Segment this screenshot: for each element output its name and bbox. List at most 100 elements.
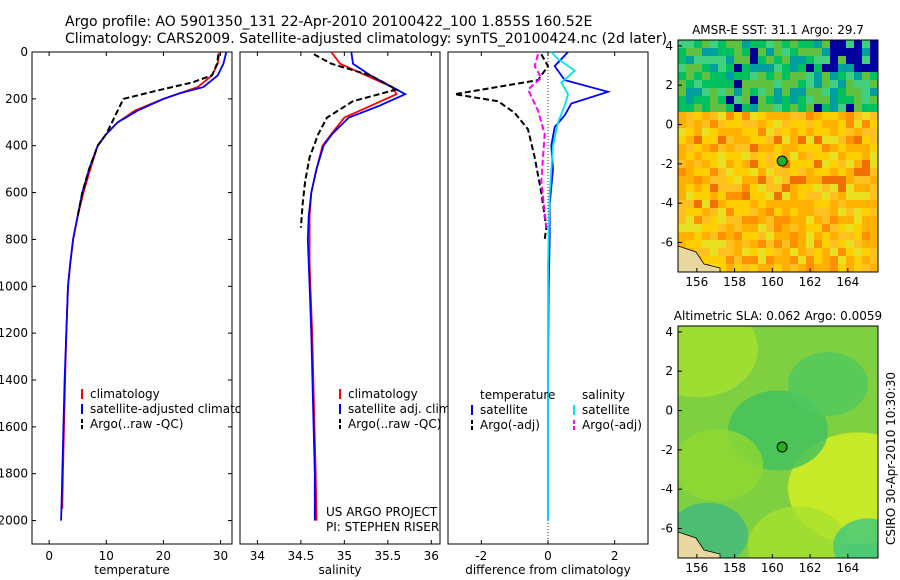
map-cell xyxy=(822,144,831,153)
map-cell xyxy=(678,208,687,217)
map-cell xyxy=(830,136,839,145)
x-tick-label: 156 xyxy=(685,561,708,575)
map-frame xyxy=(677,325,879,559)
map-cell xyxy=(830,128,839,137)
map-cell xyxy=(814,248,823,257)
map-cell xyxy=(798,80,807,89)
map-cell xyxy=(774,224,783,233)
map-cell xyxy=(686,200,695,209)
y-tick-label: 1200 xyxy=(0,326,28,340)
map-cell xyxy=(702,152,711,161)
map-cell xyxy=(742,72,751,81)
map-cell xyxy=(758,176,767,185)
map-cell xyxy=(742,240,751,249)
map-cell xyxy=(790,256,799,265)
map-cell xyxy=(774,128,783,137)
map-cell xyxy=(806,88,815,97)
map-cell xyxy=(790,160,799,169)
map-cell xyxy=(838,160,847,169)
map-cell xyxy=(854,152,863,161)
map-cell xyxy=(822,96,831,105)
map-cell xyxy=(814,128,823,137)
map-cell xyxy=(822,88,831,97)
map-cell xyxy=(686,64,695,73)
map-cell xyxy=(718,112,727,121)
map-cell xyxy=(782,40,791,49)
map-cell xyxy=(702,104,711,113)
map-cell xyxy=(742,120,751,129)
map-cell xyxy=(710,136,719,145)
map-cell xyxy=(718,128,727,137)
map-cell xyxy=(806,152,815,161)
map-cell xyxy=(702,144,711,153)
map-cell xyxy=(718,232,727,241)
map-cell xyxy=(702,184,711,193)
map-cell xyxy=(846,168,855,177)
map-cell xyxy=(678,176,687,185)
map-cell xyxy=(758,48,767,57)
map-cell xyxy=(758,152,767,161)
map-cell xyxy=(798,168,807,177)
map-cell xyxy=(870,256,878,265)
map-cell xyxy=(686,232,695,241)
map-cell xyxy=(814,80,823,89)
map-cell xyxy=(806,56,815,65)
map-cell xyxy=(718,40,727,49)
y-tick-label: 600 xyxy=(5,186,28,200)
map-cell xyxy=(678,88,687,97)
map-cell xyxy=(814,208,823,217)
map-cell xyxy=(870,56,878,65)
map-cell xyxy=(862,200,871,209)
map-cell xyxy=(862,168,871,177)
x-tick-label: 2 xyxy=(611,549,619,563)
map-cell xyxy=(766,232,775,241)
map-cell xyxy=(838,56,847,65)
map-cell xyxy=(742,160,751,169)
map-cell xyxy=(838,40,847,49)
map-cell xyxy=(686,160,695,169)
map-cell xyxy=(734,192,743,201)
map-cell xyxy=(710,208,719,217)
map-cell xyxy=(838,144,847,153)
map-cell xyxy=(830,232,839,241)
map-cell xyxy=(726,152,735,161)
map-cell xyxy=(726,256,735,265)
map-cell xyxy=(774,96,783,105)
map-cell xyxy=(734,64,743,73)
plot-frame xyxy=(31,51,233,545)
x-tick-label: 0 xyxy=(45,549,53,563)
map-cell xyxy=(782,64,791,73)
map-cell xyxy=(766,80,775,89)
map-cell xyxy=(822,104,831,113)
map-cell xyxy=(750,64,759,73)
map-cell xyxy=(822,248,831,257)
map-cell xyxy=(734,240,743,249)
map-cell xyxy=(838,264,847,272)
legend-label: satellite xyxy=(582,403,630,417)
map-cell xyxy=(822,232,831,241)
map-cell xyxy=(782,232,791,241)
map-cell xyxy=(870,208,878,217)
map-cell xyxy=(830,96,839,105)
series-line-3 xyxy=(76,54,220,217)
map-cell xyxy=(806,128,815,137)
map-cell xyxy=(830,64,839,73)
map-cell xyxy=(694,40,703,49)
map-cell xyxy=(766,152,775,161)
map-cell xyxy=(734,96,743,105)
map-cell xyxy=(678,224,687,233)
map-cell xyxy=(758,56,767,65)
map-cell xyxy=(862,128,871,137)
map-cell xyxy=(870,176,878,185)
map-cell xyxy=(822,208,831,217)
map-cell xyxy=(846,240,855,249)
map-cell xyxy=(742,96,751,105)
map-cell xyxy=(734,104,743,113)
y-tick-label: -6 xyxy=(661,236,673,250)
map-cell xyxy=(798,56,807,65)
map-cell xyxy=(806,40,815,49)
map-cell xyxy=(798,136,807,145)
map-cell xyxy=(790,176,799,185)
profile-panel-2: 34 34.5 35 35.5 36 salinity climatologysatelli… xyxy=(239,51,454,577)
